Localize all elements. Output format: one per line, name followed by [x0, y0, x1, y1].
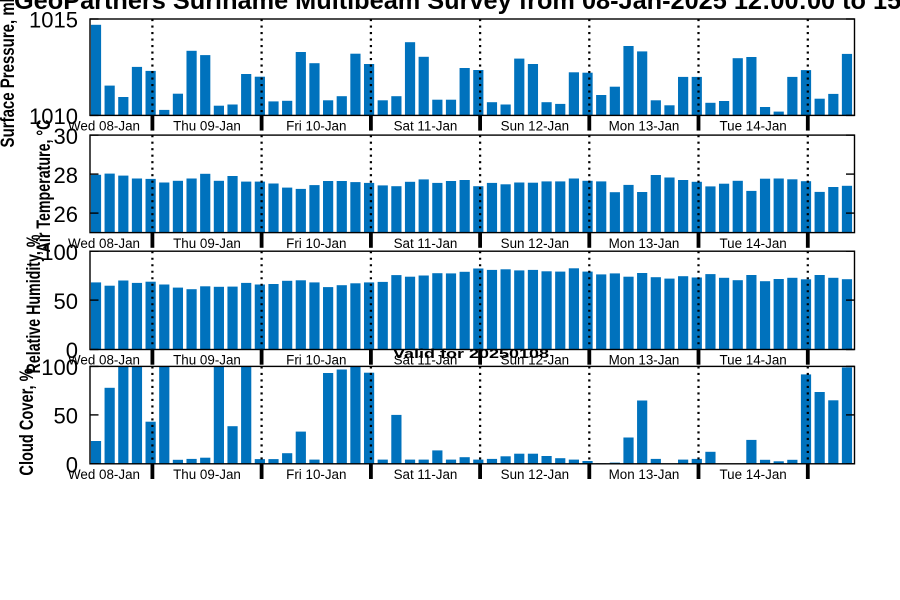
svg-text:Fri 10-Jan: Fri 10-Jan — [286, 467, 346, 482]
svg-text:Tue 14-Jan: Tue 14-Jan — [719, 119, 786, 134]
svg-text:Sun 12-Jan: Sun 12-Jan — [501, 467, 570, 482]
svg-text:Mon 13-Jan: Mon 13-Jan — [609, 353, 680, 368]
svg-text:Tue 14-Jan: Tue 14-Jan — [719, 353, 786, 368]
svg-text:Mon 13-Jan: Mon 13-Jan — [609, 119, 680, 134]
svg-text:28: 28 — [54, 163, 78, 188]
svg-text:1015: 1015 — [29, 8, 78, 33]
svg-text:Tue 14-Jan: Tue 14-Jan — [719, 467, 786, 482]
svg-text:Sun 12-Jan: Sun 12-Jan — [501, 353, 570, 368]
svg-text:Thu 09-Jan: Thu 09-Jan — [173, 467, 241, 482]
svg-text:Thu 09-Jan: Thu 09-Jan — [173, 119, 241, 134]
svg-text:Sat 11-Jan: Sat 11-Jan — [394, 236, 458, 251]
svg-text:Thu 09-Jan: Thu 09-Jan — [173, 236, 241, 251]
svg-text:Sun 12-Jan: Sun 12-Jan — [501, 119, 570, 134]
svg-text:30: 30 — [54, 124, 78, 149]
svg-text:Valid for 20250108: Valid for 20250108 — [393, 347, 549, 361]
svg-text:Wed 08-Jan: Wed 08-Jan — [68, 119, 140, 134]
svg-text:Mon 13-Jan: Mon 13-Jan — [609, 467, 680, 482]
svg-text:Wed 08-Jan: Wed 08-Jan — [68, 353, 140, 368]
svg-text:Relative Humidity, %: Relative Humidity, % — [23, 235, 45, 374]
svg-text:Sat 11-Jan: Sat 11-Jan — [394, 119, 458, 134]
svg-text:Wed 08-Jan: Wed 08-Jan — [68, 467, 140, 482]
svg-text:100: 100 — [41, 240, 78, 265]
svg-text:Air Temperature, °C: Air Temperature, °C — [33, 120, 55, 253]
svg-text:0: 0 — [66, 453, 78, 478]
svg-text:26: 26 — [54, 202, 78, 227]
svg-text:Fri 10-Jan: Fri 10-Jan — [286, 236, 346, 251]
svg-text:Mon 13-Jan: Mon 13-Jan — [609, 236, 680, 251]
svg-text:Sun 12-Jan: Sun 12-Jan — [501, 236, 570, 251]
svg-text:1010: 1010 — [29, 104, 78, 129]
svg-text:Fri 10-Jan: Fri 10-Jan — [286, 119, 346, 134]
svg-text:100: 100 — [41, 355, 78, 380]
svg-text:50: 50 — [54, 289, 78, 314]
svg-text:Fri 10-Jan: Fri 10-Jan — [286, 353, 346, 368]
svg-text:Tue 14-Jan: Tue 14-Jan — [719, 236, 786, 251]
svg-text:Sat 11-Jan: Sat 11-Jan — [394, 467, 458, 482]
svg-text:Cloud Cover, %: Cloud Cover, % — [15, 368, 38, 475]
svg-text:0: 0 — [66, 338, 78, 363]
svg-text:Thu 09-Jan: Thu 09-Jan — [173, 353, 241, 368]
svg-text:Surface Pressure, mb: Surface Pressure, mb — [0, 0, 18, 147]
svg-text:GeoPartners Suriname Multibeam: GeoPartners Suriname Multibeam Survey fr… — [14, 0, 900, 15]
svg-text:50: 50 — [54, 404, 78, 429]
svg-text:Wed 08-Jan: Wed 08-Jan — [68, 236, 140, 251]
svg-text:Sat 11-Jan: Sat 11-Jan — [394, 353, 458, 368]
